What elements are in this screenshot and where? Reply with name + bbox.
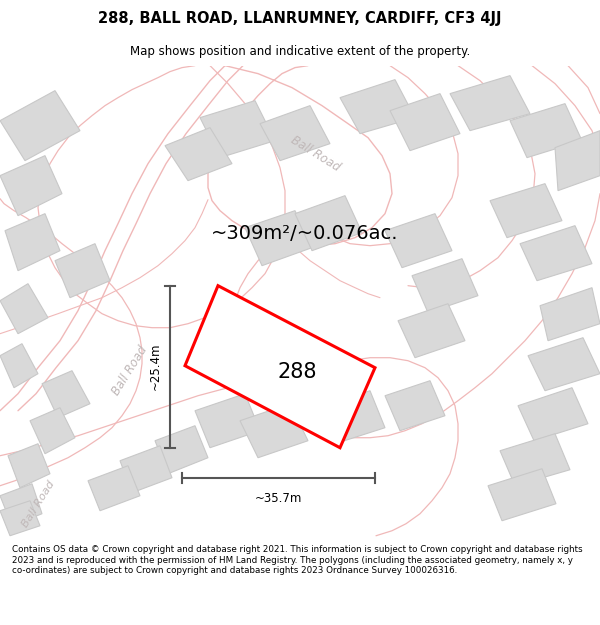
Polygon shape [500,434,570,486]
Polygon shape [340,79,415,134]
Text: Ball Road: Ball Road [288,133,342,174]
Polygon shape [245,211,312,266]
Polygon shape [0,501,40,536]
Polygon shape [200,101,275,158]
Polygon shape [185,286,375,448]
Polygon shape [412,259,478,312]
Polygon shape [320,391,385,444]
Text: Map shows position and indicative extent of the property.: Map shows position and indicative extent… [130,45,470,58]
Text: Ball Road: Ball Road [20,479,56,529]
Polygon shape [385,381,445,431]
Polygon shape [390,94,460,151]
Polygon shape [385,214,452,268]
Polygon shape [518,388,588,441]
Polygon shape [5,214,60,271]
Polygon shape [0,156,62,216]
Polygon shape [555,131,600,191]
Text: 288, BALL ROAD, LLANRUMNEY, CARDIFF, CF3 4JJ: 288, BALL ROAD, LLANRUMNEY, CARDIFF, CF3… [98,11,502,26]
Polygon shape [120,446,172,493]
Polygon shape [0,91,80,161]
Polygon shape [30,408,75,454]
Polygon shape [55,244,110,298]
Polygon shape [490,184,562,238]
Polygon shape [8,444,50,488]
Polygon shape [398,304,465,358]
Polygon shape [195,394,260,448]
Polygon shape [240,404,308,458]
Polygon shape [528,338,600,391]
Polygon shape [88,466,140,511]
Text: Ball Road: Ball Road [110,344,150,398]
Polygon shape [42,371,90,418]
Text: ~35.7m: ~35.7m [255,492,302,505]
Polygon shape [0,284,48,334]
Polygon shape [520,226,592,281]
Polygon shape [488,469,556,521]
Text: Contains OS data © Crown copyright and database right 2021. This information is : Contains OS data © Crown copyright and d… [12,546,583,575]
Polygon shape [450,76,530,131]
Polygon shape [260,106,330,161]
Polygon shape [510,104,582,158]
Text: 288: 288 [278,362,317,382]
Polygon shape [165,127,232,181]
Text: ~309m²/~0.076ac.: ~309m²/~0.076ac. [211,224,399,243]
Polygon shape [155,426,208,474]
Polygon shape [0,484,42,526]
Polygon shape [295,196,362,251]
Polygon shape [0,344,38,388]
Text: ~25.4m: ~25.4m [149,343,162,391]
Polygon shape [540,288,600,341]
